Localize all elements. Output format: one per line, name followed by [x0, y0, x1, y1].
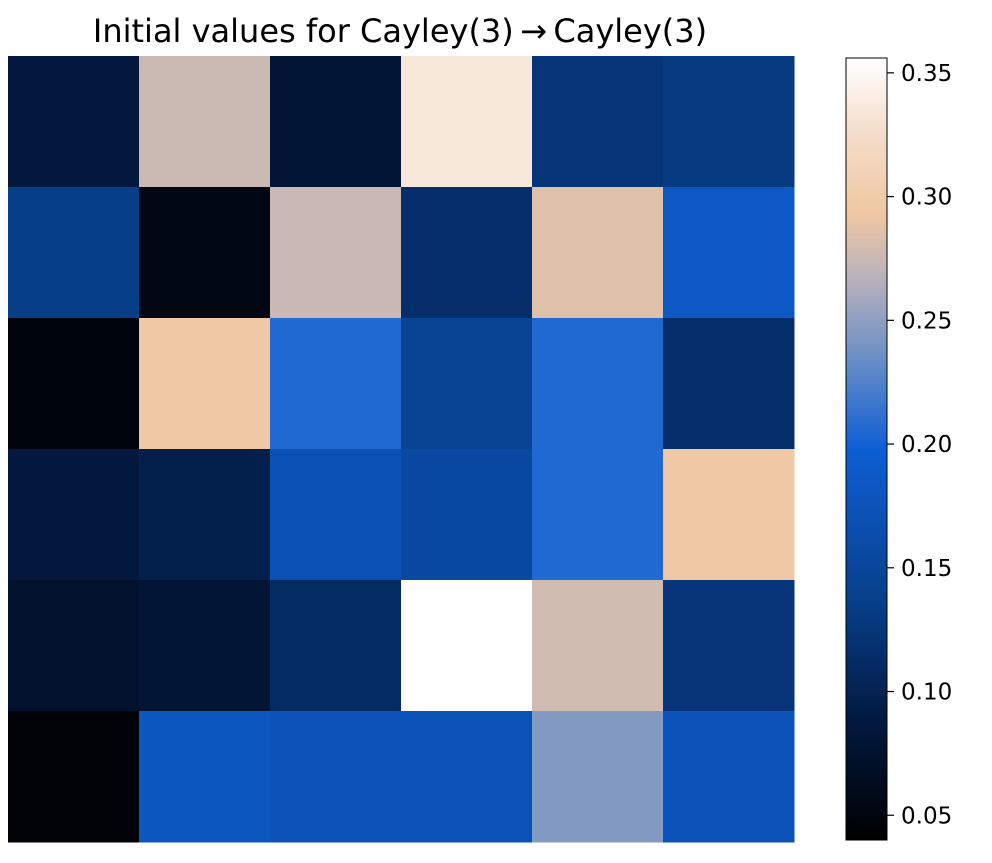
heatmap-cell-r3-c0 [8, 449, 140, 581]
colorbar-ticks: 0.05 0.10 0.15 0.20 0.25 0.30 0.35 [887, 61, 952, 829]
heatmap-cell-r3-c4 [532, 449, 664, 581]
heatmap-cell-r2-c0 [8, 318, 140, 450]
heatmap-cell-r1-c3 [401, 187, 533, 319]
heatmap-cell-r5-c5 [663, 711, 795, 843]
heatmap-cell-r4-c4 [532, 580, 664, 712]
heatmap-cell-r5-c3 [401, 711, 533, 843]
heatmap-cell-r1-c4 [532, 187, 664, 319]
colorbar-gradient [845, 57, 888, 841]
heatmap-cell-r3-c1 [139, 449, 271, 581]
heatmap-cell-r5-c4 [532, 711, 664, 843]
heatmap-cell-r2-c3 [401, 318, 533, 450]
heatmap-cells [8, 56, 795, 843]
heatmap-cell-r4-c1 [139, 580, 271, 712]
heatmap-cell-r0-c4 [532, 56, 664, 188]
heatmap-cell-r2-c2 [270, 318, 402, 450]
heatmap-cell-r1-c0 [8, 187, 140, 319]
colorbar: 0.05 0.10 0.15 0.20 0.25 0.30 0.35 [845, 57, 952, 841]
colorbar-tick-label: 0.05 [901, 803, 952, 829]
colorbar-tick-label: 0.30 [901, 185, 952, 211]
heatmap-cell-r5-c2 [270, 711, 402, 843]
heatmap-cell-r4-c5 [663, 580, 795, 712]
colorbar-tick-label: 0.10 [901, 680, 952, 706]
heatmap-cell-r5-c0 [8, 711, 140, 843]
heatmap-cell-r2-c1 [139, 318, 271, 450]
heatmap-cell-r0-c5 [663, 56, 795, 188]
heatmap-cell-r0-c2 [270, 56, 402, 188]
heatmap-cell-r3-c3 [401, 449, 533, 581]
colorbar-tick-label: 0.25 [901, 308, 952, 334]
heatmap-cell-r5-c1 [139, 711, 271, 843]
heatmap-cell-r0-c3 [401, 56, 533, 188]
heatmap-cell-r2-c5 [663, 318, 795, 450]
chart-title: Initial values for Cayley(3) → Cayley(3) [93, 12, 707, 50]
heatmap-cell-r0-c1 [139, 56, 271, 188]
heatmap-cell-r4-c3 [401, 580, 533, 712]
heatmap-cell-r3-c2 [270, 449, 402, 581]
heatmap-cell-r1-c2 [270, 187, 402, 319]
heatmap-cell-r0-c0 [8, 56, 140, 188]
heatmap-cell-r1-c1 [139, 187, 271, 319]
heatmap-cell-r1-c5 [663, 187, 795, 319]
heatmap-cell-r3-c5 [663, 449, 795, 581]
heatmap-cell-r4-c0 [8, 580, 140, 712]
heatmap-cell-r2-c4 [532, 318, 664, 450]
colorbar-tick-label: 0.20 [901, 432, 952, 458]
heatmap-cell-r4-c2 [270, 580, 402, 712]
colorbar-tick-label: 0.35 [901, 61, 952, 87]
colorbar-tick-label: 0.15 [901, 556, 952, 582]
